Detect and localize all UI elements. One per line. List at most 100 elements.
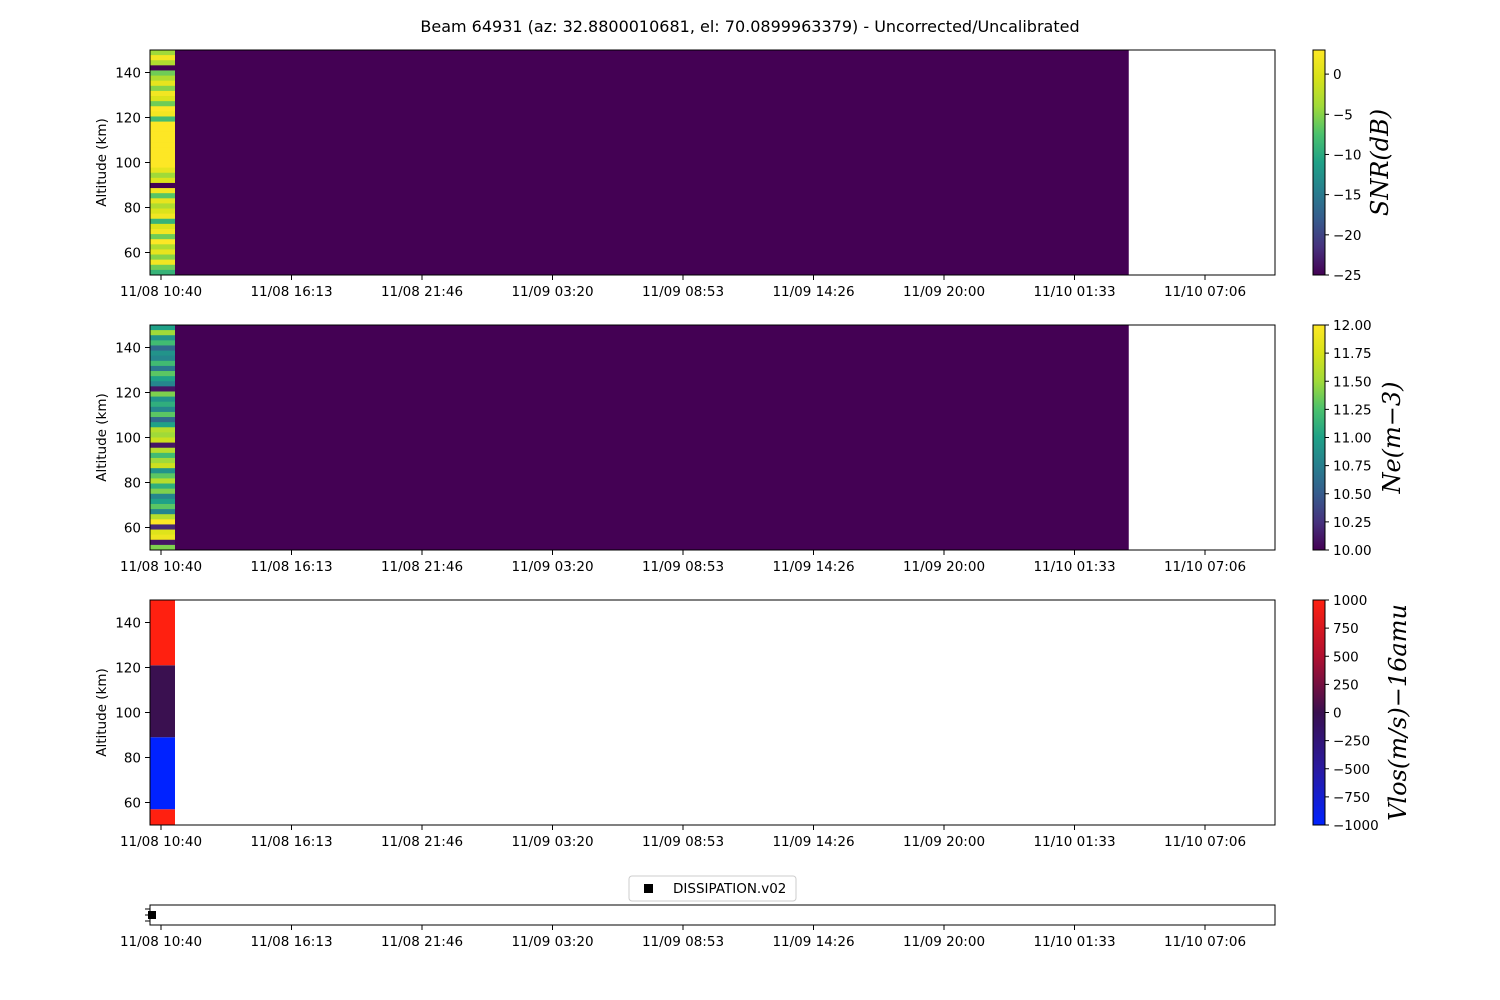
colorbar-tick-label: 750 xyxy=(1333,621,1359,637)
colorbar-tick-label: 10.50 xyxy=(1333,487,1372,503)
colorbar-tick-label: 11.00 xyxy=(1333,431,1372,447)
x-tick-label: 11/08 10:40 xyxy=(120,834,202,850)
heatmap-cell xyxy=(150,391,175,397)
colorbar-bar xyxy=(1312,49,1326,276)
y-tick-label: 80 xyxy=(124,201,141,217)
x-tick-label: 11/08 16:13 xyxy=(250,559,332,575)
ne-y-axis: 60 80 100 120 140 xyxy=(115,341,150,537)
ne-y-axis-label: Altitude (km) xyxy=(94,393,110,482)
heatmap-cell xyxy=(150,498,175,505)
ne-x-axis: 11/08 10:40 11/08 16:13 11/08 21:46 11/09 0… xyxy=(120,550,1246,575)
x-tick-label: 11/10 07:06 xyxy=(1164,934,1246,950)
heatmap-cell xyxy=(150,182,175,189)
heatmap-cell xyxy=(150,249,175,255)
heatmap-cell xyxy=(150,70,175,76)
heatmap-cell xyxy=(150,259,175,266)
y-tick-label: 120 xyxy=(115,661,141,677)
colorbar-tick-label: 1000 xyxy=(1333,593,1367,609)
heatmap-cell xyxy=(150,514,175,520)
heatmap-cell xyxy=(150,340,175,346)
heatmap-cell xyxy=(150,152,175,158)
x-tick-label: 11/10 07:06 xyxy=(1164,284,1246,300)
heatmap-cell xyxy=(150,264,175,271)
heatmap-cell xyxy=(150,101,175,107)
vlos-axes-frame xyxy=(149,599,1276,826)
heatmap-cell xyxy=(150,188,175,194)
heatmap-cell xyxy=(150,478,175,484)
heatmap-cell xyxy=(150,193,175,199)
x-tick-label: 11/08 16:13 xyxy=(250,934,332,950)
heatmap-cell xyxy=(150,427,175,433)
x-tick-label: 11/08 21:46 xyxy=(381,834,463,850)
heatmap-cell xyxy=(150,432,175,438)
heatmap-cell xyxy=(150,213,175,220)
heatmap-cell xyxy=(150,50,175,56)
colorbar-tick-label: −20 xyxy=(1333,228,1362,244)
colorbar-bar xyxy=(1312,324,1326,551)
heatmap-cell xyxy=(150,452,175,459)
figure-title: Beam 64931 (az: 32.8800010681, el: 70.08… xyxy=(420,17,1080,36)
heatmap-cell xyxy=(150,493,175,500)
dissipation-points xyxy=(148,911,156,919)
x-tick-label: 11/08 21:46 xyxy=(381,559,463,575)
snr-x-axis: 11/08 10:40 11/08 16:13 11/08 21:46 11/09 0… xyxy=(120,275,1246,300)
heatmap-cell xyxy=(150,437,175,444)
heatmap-cell xyxy=(150,177,175,184)
heatmap-cell xyxy=(150,223,175,230)
snr-colorbar: 0 −5 −10 −15 −20 −25 SNR(dB) xyxy=(1312,49,1394,284)
heatmap-cell xyxy=(150,539,175,546)
heatmap-cell xyxy=(150,116,175,122)
heatmap-cell xyxy=(150,172,175,179)
heatmap-fill-region xyxy=(150,325,1129,550)
vlos-y-axis: 60 80 100 120 140 xyxy=(115,616,150,812)
heatmap-cell xyxy=(150,157,175,163)
heatmap-cell xyxy=(150,468,175,474)
x-tick-label: 11/09 14:26 xyxy=(772,559,854,575)
heatmap-cell xyxy=(150,121,175,128)
heatmap-cell xyxy=(150,524,175,530)
colorbar-tick-label: −500 xyxy=(1333,762,1370,778)
heatmap-cell xyxy=(150,809,175,825)
colorbar-tick-label: 250 xyxy=(1333,677,1359,693)
colorbar-tick-label: −25 xyxy=(1333,268,1362,284)
y-tick-label: 60 xyxy=(124,796,141,812)
heatmap-cell xyxy=(150,325,175,331)
heatmap-cell xyxy=(150,65,175,71)
colorbar-tick-label: 12.00 xyxy=(1333,318,1372,334)
heatmap-cell xyxy=(150,162,175,169)
heatmap-cell xyxy=(150,417,175,423)
x-tick-label: 11/10 07:06 xyxy=(1164,559,1246,575)
x-tick-label: 11/10 01:33 xyxy=(1033,834,1115,850)
snr-cells xyxy=(150,50,1129,276)
heatmap-cell xyxy=(150,203,175,209)
legend-box xyxy=(628,875,797,902)
y-tick-label: 60 xyxy=(124,521,141,537)
heatmap-cell xyxy=(150,457,175,464)
heatmap-cell xyxy=(150,365,175,372)
heatmap-cell xyxy=(150,350,175,357)
heatmap-cell xyxy=(150,534,175,541)
heatmap-cell xyxy=(150,737,175,810)
colorbar-tick-label: 11.50 xyxy=(1333,374,1372,390)
heatmap-cell xyxy=(150,167,175,174)
heatmap-cell xyxy=(150,396,175,403)
x-tick-label: 11/09 03:20 xyxy=(511,834,593,850)
snr-y-axis: 60 80 100 120 140 xyxy=(115,66,150,262)
y-tick-label: 120 xyxy=(115,111,141,127)
dissipation-panel: DISSIPATION.v02 11/08 10:40 11/08 16:13 11… xyxy=(120,875,1276,950)
y-tick-label: 100 xyxy=(115,706,141,722)
legend-marker xyxy=(644,884,653,893)
colorbar-label: Ne(m−3) xyxy=(1378,381,1406,494)
vlos-cells xyxy=(150,600,175,825)
heatmap-cell xyxy=(150,544,175,551)
heatmap-cell xyxy=(150,96,175,102)
heatmap-cell xyxy=(150,136,175,143)
heatmap-cell xyxy=(150,85,175,92)
colorbar-tick-label: −250 xyxy=(1333,734,1370,750)
dissipation-point xyxy=(148,911,156,919)
colorbar-tick-label: −750 xyxy=(1333,790,1370,806)
heatmap-cell xyxy=(150,345,175,351)
colorbar-label: SNR(dB) xyxy=(1366,109,1394,216)
heatmap-cell xyxy=(150,386,175,392)
